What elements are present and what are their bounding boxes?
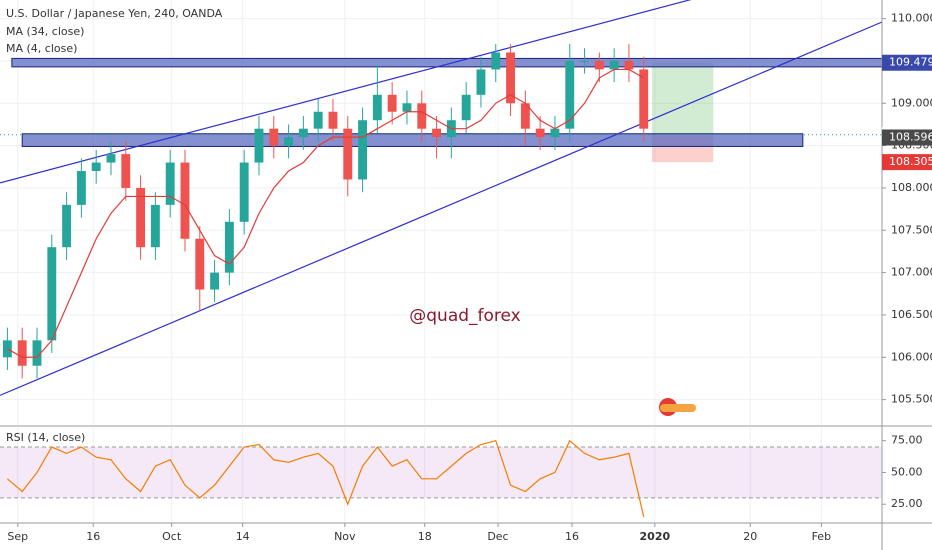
candle-body bbox=[91, 162, 101, 172]
trendline bbox=[0, 21, 882, 396]
target-zone bbox=[651, 62, 714, 135]
candle-body bbox=[432, 128, 441, 138]
candle-body bbox=[210, 272, 220, 290]
price-label: 109.479 bbox=[889, 56, 932, 69]
candle-body bbox=[417, 103, 427, 129]
candle-body bbox=[520, 103, 530, 129]
candle-body bbox=[150, 204, 160, 248]
x-tick-label: 16 bbox=[565, 530, 579, 543]
candle-body bbox=[254, 128, 264, 163]
candle-body bbox=[372, 94, 382, 121]
candle-body bbox=[298, 128, 308, 138]
candle-body bbox=[121, 154, 131, 188]
candle-body bbox=[47, 247, 57, 341]
candle-body bbox=[535, 128, 545, 138]
candle-body bbox=[580, 60, 589, 62]
candle-body bbox=[343, 128, 353, 180]
ma-line bbox=[7, 68, 645, 358]
x-tick-label: Nov bbox=[334, 530, 356, 543]
candle-body bbox=[476, 69, 486, 95]
sr-zone bbox=[11, 57, 882, 68]
candle-body bbox=[328, 111, 338, 129]
chart-title: U.S. Dollar / Japanese Yen, 240, OANDA bbox=[6, 7, 223, 20]
candle-body bbox=[506, 52, 515, 104]
price-label-bg bbox=[882, 154, 932, 171]
y-tick-label: 106.500 bbox=[891, 308, 932, 321]
logo bbox=[659, 398, 696, 416]
trendline bbox=[0, 0, 692, 184]
legend-entry: MA (4, close) bbox=[6, 42, 77, 55]
y-tick-label: 107.500 bbox=[891, 223, 932, 236]
candle-body bbox=[195, 238, 205, 290]
x-tick-label: 18 bbox=[418, 530, 432, 543]
candle-body bbox=[402, 103, 412, 112]
legend-entry: MA (34, close) bbox=[6, 25, 84, 38]
candle-body bbox=[594, 60, 604, 70]
sr-zone bbox=[21, 133, 804, 147]
y-tick-label: 108.000 bbox=[891, 181, 932, 194]
candle-body bbox=[284, 137, 294, 146]
rsi-line bbox=[7, 439, 645, 518]
price-label: 108.596 bbox=[889, 130, 932, 143]
price-label-bg bbox=[882, 129, 932, 146]
y-tick-label: 107.000 bbox=[891, 266, 932, 279]
x-tick-label: 20 bbox=[743, 530, 757, 543]
candle-body bbox=[136, 187, 146, 248]
x-tick-label: Sep bbox=[7, 530, 28, 543]
y-tick-label: 110.000 bbox=[891, 12, 932, 25]
rsi-pane bbox=[0, 428, 882, 522]
y-tick-label: 50.00 bbox=[891, 465, 923, 478]
x-tick-label: Feb bbox=[812, 530, 831, 543]
candle-body bbox=[491, 52, 501, 70]
candle-body bbox=[106, 154, 116, 163]
watermark: @quad_forex bbox=[409, 306, 521, 326]
y-tick-label: 109.000 bbox=[891, 96, 932, 109]
candle-body bbox=[639, 69, 649, 129]
candle-body bbox=[180, 162, 190, 239]
x-tick-label: 2020 bbox=[640, 530, 671, 543]
y-tick-label: 105.500 bbox=[891, 393, 932, 406]
y-tick-label: 25.00 bbox=[891, 497, 923, 510]
price-pane bbox=[0, 0, 882, 425]
x-tick-label: Oct bbox=[162, 530, 182, 543]
candle-body bbox=[358, 120, 368, 180]
candle-body bbox=[32, 340, 42, 366]
candle-body bbox=[165, 162, 175, 205]
candle-body bbox=[461, 94, 471, 121]
y-tick-label: 75.00 bbox=[891, 434, 923, 447]
candle-body bbox=[550, 128, 560, 138]
candle-body bbox=[62, 204, 72, 248]
price-label: 108.305 bbox=[889, 155, 932, 168]
candle-body bbox=[387, 94, 397, 112]
x-tick-label: Dec bbox=[487, 530, 508, 543]
candle-body bbox=[609, 60, 619, 70]
candle-body bbox=[624, 60, 634, 70]
x-tick-label: 16 bbox=[86, 530, 100, 543]
candle-body bbox=[313, 111, 323, 129]
rsi-title: RSI (14, close) bbox=[6, 431, 85, 444]
candle-body bbox=[224, 221, 234, 273]
price-label-bg bbox=[882, 54, 932, 71]
candle-body bbox=[76, 171, 86, 205]
candle-body bbox=[565, 60, 575, 129]
y-tick-label: 106.000 bbox=[891, 350, 932, 363]
candle-body bbox=[269, 128, 279, 146]
candle-body bbox=[239, 162, 249, 222]
x-tick-label: 14 bbox=[236, 530, 250, 543]
candle-body bbox=[17, 340, 27, 366]
rsi-band bbox=[0, 447, 882, 498]
